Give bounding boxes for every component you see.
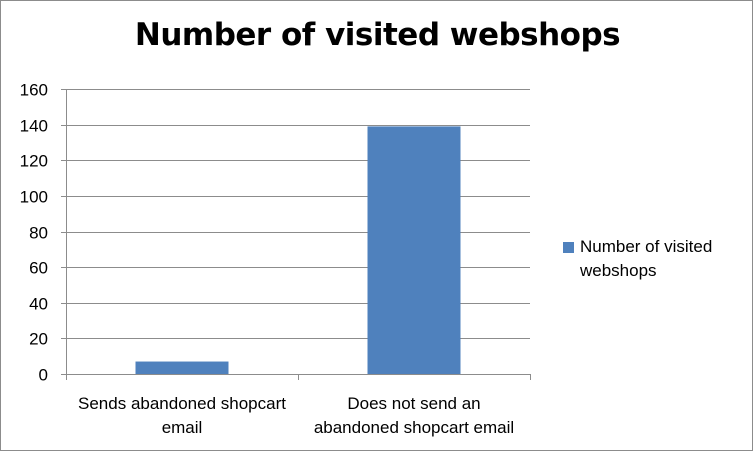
bar-2	[367, 126, 461, 374]
x-tick-label: Does not send an	[347, 394, 480, 413]
legend-label-line: webshops	[580, 261, 657, 280]
y-tick-label: 0	[39, 366, 48, 385]
bar-1	[135, 361, 229, 374]
legend-swatch	[563, 242, 574, 253]
legend-label: Number of visited webshops	[580, 235, 712, 283]
legend-label-line: Number of visited	[580, 237, 713, 256]
y-tick-label: 160	[20, 81, 48, 100]
x-tick-label: abandoned shopcart email	[314, 418, 514, 437]
x-tick-label: email	[162, 418, 203, 437]
y-tick-label: 120	[20, 152, 48, 171]
y-tick-label: 40	[29, 295, 48, 314]
y-tick-label: 80	[29, 224, 48, 243]
y-tick-label: 60	[29, 259, 48, 278]
y-tick-label: 140	[20, 117, 48, 136]
legend: Number of visited webshops	[563, 235, 748, 283]
y-tick-label: 100	[20, 188, 48, 207]
y-tick-label: 20	[29, 330, 48, 349]
x-tick-label: Sends abandoned shopcart	[78, 394, 286, 413]
chart-title: Number of visited webshops	[134, 17, 621, 53]
